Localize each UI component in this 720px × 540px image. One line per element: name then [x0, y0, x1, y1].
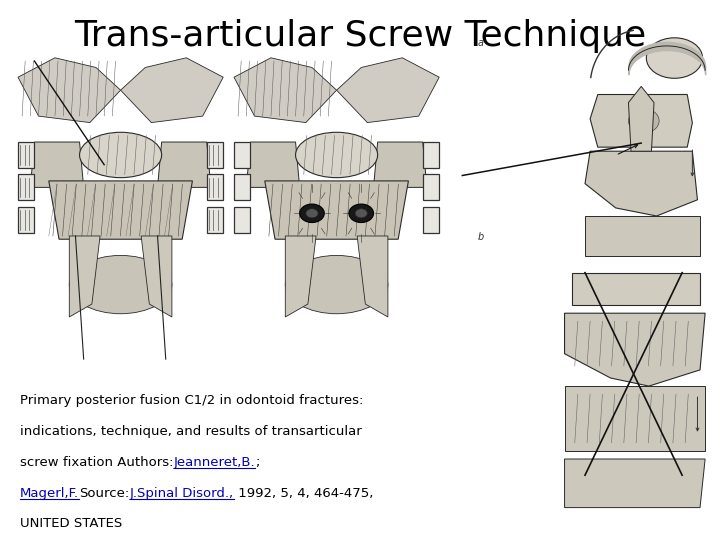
Polygon shape	[246, 142, 300, 187]
Ellipse shape	[285, 255, 388, 314]
Polygon shape	[234, 58, 337, 123]
Ellipse shape	[79, 132, 161, 178]
Polygon shape	[585, 216, 700, 256]
Text: indications, technique, and results of transarticular: indications, technique, and results of t…	[20, 425, 362, 438]
Circle shape	[355, 208, 367, 218]
Bar	[18, 142, 35, 168]
Bar	[207, 142, 223, 168]
Bar	[18, 174, 35, 200]
Polygon shape	[141, 236, 172, 317]
Bar	[234, 142, 251, 168]
Text: b: b	[477, 232, 484, 242]
Polygon shape	[585, 151, 698, 216]
Bar	[18, 207, 35, 233]
Polygon shape	[158, 142, 211, 187]
Bar	[423, 174, 439, 200]
Text: Primary posterior fusion C1/2 in odontoid fractures:: Primary posterior fusion C1/2 in odontoi…	[20, 394, 364, 407]
Polygon shape	[285, 236, 316, 317]
Ellipse shape	[69, 255, 172, 314]
Polygon shape	[629, 86, 654, 151]
Polygon shape	[357, 236, 388, 317]
Circle shape	[349, 204, 374, 222]
Polygon shape	[121, 58, 223, 123]
Text: screw fixation Authors:: screw fixation Authors:	[20, 456, 174, 469]
Polygon shape	[30, 142, 84, 187]
Bar	[423, 142, 439, 168]
Polygon shape	[69, 236, 100, 317]
Text: Source:: Source:	[79, 487, 130, 500]
Polygon shape	[18, 58, 121, 123]
Polygon shape	[572, 273, 700, 305]
Polygon shape	[564, 313, 705, 386]
Circle shape	[300, 204, 324, 222]
Polygon shape	[49, 181, 192, 239]
Bar	[234, 207, 251, 233]
Text: ;: ;	[256, 456, 260, 469]
Ellipse shape	[629, 109, 659, 133]
Bar	[207, 174, 223, 200]
Bar	[423, 207, 439, 233]
Ellipse shape	[647, 38, 703, 78]
Text: UNITED STATES: UNITED STATES	[20, 517, 122, 530]
Text: 1992, 5, 4, 464-475,: 1992, 5, 4, 464-475,	[234, 487, 373, 500]
Circle shape	[306, 208, 318, 218]
Polygon shape	[564, 386, 705, 451]
Text: Trans-articular Screw Technique: Trans-articular Screw Technique	[74, 19, 646, 53]
Bar	[207, 207, 223, 233]
Polygon shape	[337, 58, 439, 123]
Text: Jeanneret,B.: Jeanneret,B.	[174, 456, 256, 469]
Text: a: a	[477, 38, 484, 48]
Polygon shape	[564, 459, 705, 508]
Ellipse shape	[295, 132, 378, 178]
Text: Magerl,F.: Magerl,F.	[20, 487, 79, 500]
Polygon shape	[374, 142, 427, 187]
Polygon shape	[590, 94, 693, 147]
Text: J.Spinal Disord.,: J.Spinal Disord.,	[130, 487, 234, 500]
Polygon shape	[265, 181, 408, 239]
Bar	[234, 174, 251, 200]
